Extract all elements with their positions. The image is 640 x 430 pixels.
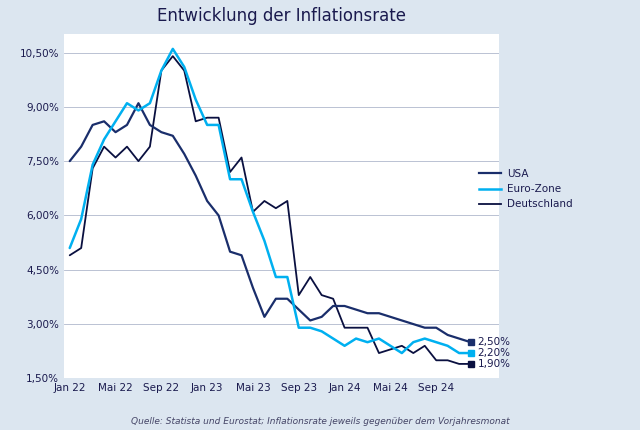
Title: Entwicklung der Inflationsrate: Entwicklung der Inflationsrate (157, 6, 406, 25)
Legend: USA, Euro-Zone, Deutschland: USA, Euro-Zone, Deutschland (479, 169, 572, 209)
Text: 2,50%: 2,50% (477, 337, 511, 347)
Text: Quelle: Statista und Eurostat; Inflationsrate jeweils gegenüber dem Vorjahresmon: Quelle: Statista und Eurostat; Inflation… (131, 417, 509, 426)
Text: 2,20%: 2,20% (477, 348, 511, 358)
Text: 1,90%: 1,90% (477, 359, 511, 369)
